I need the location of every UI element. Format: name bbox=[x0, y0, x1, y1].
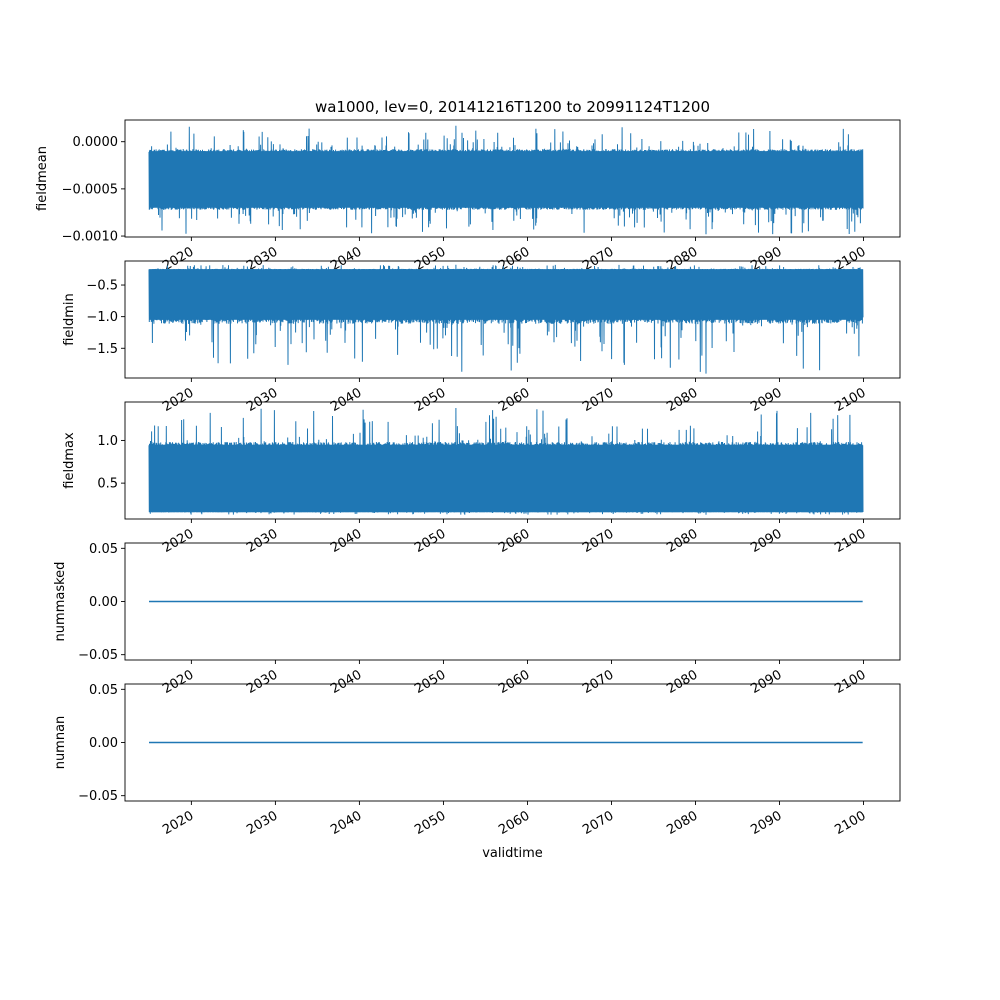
y-axis-label: numnan bbox=[53, 716, 68, 770]
series-line-fieldmax bbox=[148, 407, 864, 515]
y-tick-label: −0.0005 bbox=[62, 182, 118, 197]
y-tick-label: −0.05 bbox=[78, 648, 118, 663]
series-line-fieldmean bbox=[148, 125, 864, 235]
x-axis-label: validtime bbox=[482, 846, 543, 861]
y-tick-label: 0.0000 bbox=[73, 135, 119, 150]
series-line-fieldmin bbox=[148, 264, 864, 374]
y-tick-label: 1.0 bbox=[97, 434, 118, 449]
y-tick-label: −0.0010 bbox=[62, 230, 118, 245]
series-fieldmax bbox=[148, 407, 864, 515]
axes-frame bbox=[124, 119, 901, 238]
axes-frame bbox=[124, 260, 901, 379]
axes-frame bbox=[124, 401, 901, 520]
y-tick-label: −1.0 bbox=[86, 310, 118, 325]
series-fieldmin bbox=[148, 264, 864, 374]
y-tick-label: 0.5 bbox=[97, 477, 118, 492]
y-tick-label: 0.00 bbox=[89, 736, 118, 751]
y-axis-label: fieldmin bbox=[62, 293, 77, 346]
y-tick-label: 0.00 bbox=[89, 595, 118, 610]
y-axis-label: nummasked bbox=[53, 562, 68, 642]
y-tick-label: 0.05 bbox=[89, 542, 118, 557]
y-tick-label: 0.05 bbox=[89, 683, 118, 698]
y-tick-label: −1.5 bbox=[86, 342, 118, 357]
y-tick-label: −0.5 bbox=[86, 279, 118, 294]
y-axis-label: fieldmean bbox=[35, 146, 50, 211]
y-axis-label: fieldmax bbox=[62, 432, 77, 489]
chart-title: wa1000, lev=0, 20141216T1200 to 20991124… bbox=[315, 98, 710, 116]
y-tick-label: −0.05 bbox=[78, 789, 118, 804]
series-fieldmean bbox=[148, 125, 864, 235]
